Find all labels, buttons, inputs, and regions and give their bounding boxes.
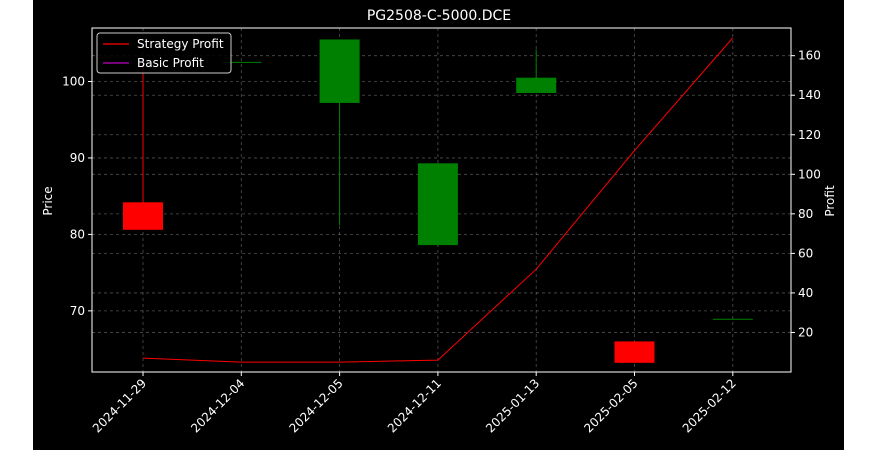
x-tick-label: 2024-12-04 [188, 376, 247, 435]
y-right-tick-label: 80 [798, 207, 813, 221]
x-tick-label: 2025-02-12 [680, 376, 739, 435]
candle-layer [123, 39, 753, 363]
legend-label: Basic Profit [137, 56, 204, 70]
x-tick-label: 2024-11-29 [90, 376, 149, 435]
y-right-tick-label: 160 [798, 49, 821, 63]
y-tick-label: 80 [70, 227, 85, 241]
candle-body [319, 39, 360, 103]
y-tick-label: 90 [70, 151, 85, 165]
chart-canvas: PG2508-C-5000.DCE Price Profit 70 80 90 100… [41, 8, 837, 435]
x-tick-label: 2024-12-11 [385, 376, 444, 435]
y-right-tick-label: 40 [798, 286, 813, 300]
legend: Strategy Profit Basic Profit [96, 32, 232, 74]
x-tick-label: 2024-12-05 [287, 376, 346, 435]
chart-figure: PG2508-C-5000.DCE Price Profit 70 80 90 100… [33, 0, 844, 450]
y-tick-label: 70 [70, 304, 85, 318]
candle-body [417, 163, 458, 246]
y-right-tick-label: 140 [798, 88, 821, 102]
plot-frame [91, 27, 792, 373]
y-right-tick-label: 100 [798, 167, 821, 181]
y-right-tick-label: 20 [798, 325, 813, 339]
y-right-tick-label: 60 [798, 246, 813, 260]
candle-body [123, 202, 163, 230]
y-axis-label-right: Profit [823, 185, 837, 217]
y-right-tick-label: 120 [798, 128, 821, 142]
candle-body [614, 341, 655, 363]
legend-box [96, 32, 232, 74]
legend-label: Strategy Profit [137, 37, 224, 51]
chart-title: PG2508-C-5000.DCE [367, 8, 511, 24]
y-axis-label-left: Price [41, 186, 55, 215]
y-tick-label: 100 [62, 75, 85, 89]
x-tick-label: 2025-01-13 [483, 376, 542, 435]
candle-body [516, 77, 557, 93]
series-line [142, 37, 734, 363]
x-tick-label: 2025-02-05 [581, 376, 640, 435]
